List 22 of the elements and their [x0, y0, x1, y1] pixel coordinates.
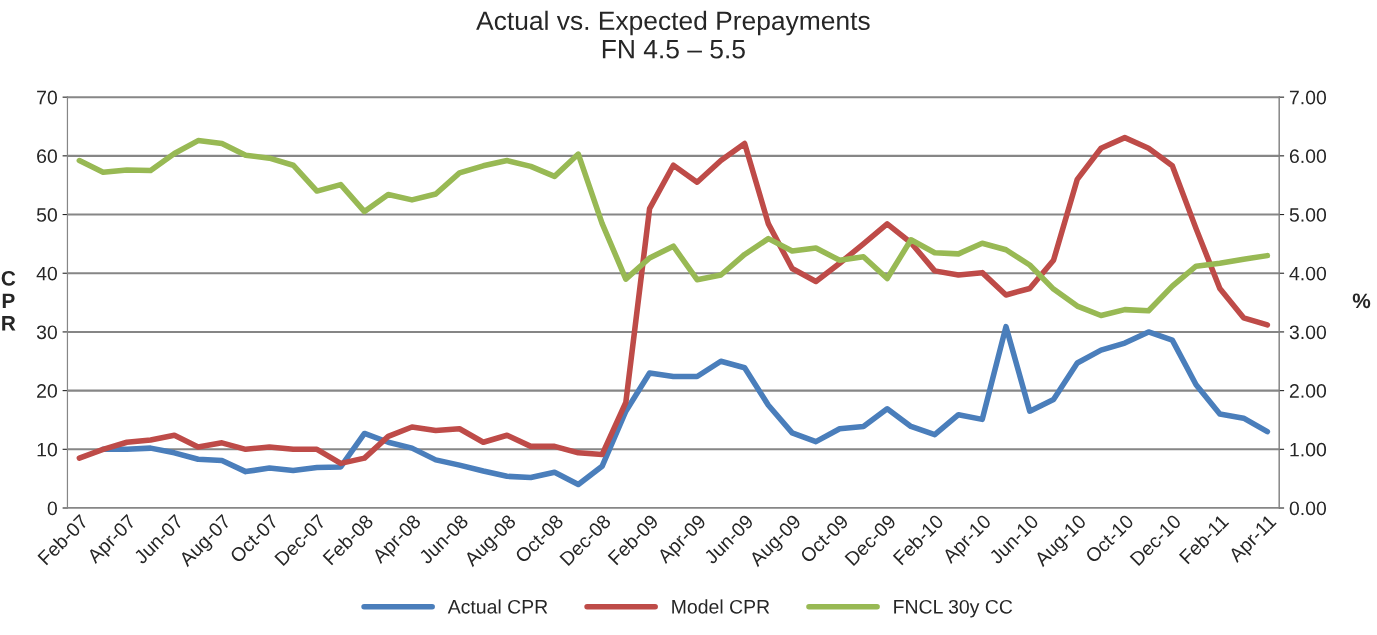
y-tick-label: 0 — [47, 501, 57, 516]
y-tick-label: 10 — [37, 442, 57, 457]
y2-tick-label: 1.00 — [1290, 442, 1327, 457]
y-tick-label: 70 — [37, 90, 57, 105]
y-tick-label: 20 — [37, 384, 57, 398]
y2-tick-label: 6.00 — [1289, 149, 1327, 164]
y2-tick-label: 0.00 — [1289, 501, 1327, 516]
chart-title: Actual vs. Expected Prepayments FN 4.5 – 5.5 — [476, 10, 870, 59]
legend-label: Actual CPR — [447, 599, 548, 614]
y-tick-label: 50 — [36, 208, 57, 222]
y2-tick-label: 4.00 — [1289, 266, 1327, 281]
y-tick-label: 30 — [36, 325, 57, 340]
y2-tick-label: 7.00 — [1289, 90, 1327, 105]
legend-label: FNCL 30y CC — [894, 599, 1013, 618]
legend-label: Model CPR — [672, 599, 770, 614]
y2-axis-title: % — [1352, 293, 1371, 309]
y2-tick-label: 2.00 — [1289, 384, 1327, 398]
y-tick-label: 40 — [36, 266, 57, 281]
y2-tick-label: 5.00 — [1289, 208, 1327, 222]
y-tick-label: 60 — [37, 149, 57, 164]
y2-tick-label: 3.00 — [1289, 325, 1327, 340]
y-axis-title: C P R — [1, 270, 16, 331]
